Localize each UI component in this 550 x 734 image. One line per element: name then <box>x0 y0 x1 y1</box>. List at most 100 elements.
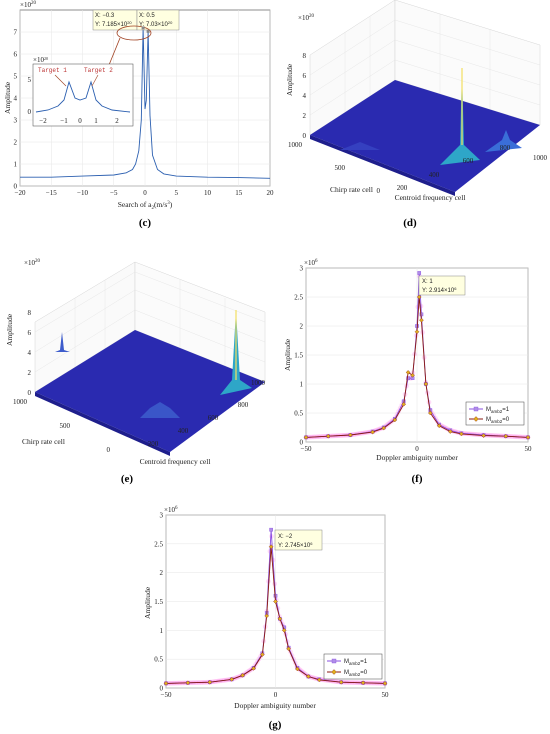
g-point-2 <box>273 599 278 604</box>
f-ytick-label: 1.5 <box>294 352 303 360</box>
panel-label-d: (d) <box>403 217 417 229</box>
c-xtick-label: 0 <box>143 189 147 197</box>
f-point-2 <box>503 433 509 439</box>
f-legend-1: Mamb2=1 <box>486 407 510 414</box>
f-ytick-label: 1 <box>300 381 304 389</box>
d-centroid-tick: 400 <box>429 171 440 179</box>
f-ytick-label: 0 <box>300 439 304 447</box>
g-point-2 <box>295 666 300 672</box>
e-centroid-tick: 400 <box>178 427 189 435</box>
f-point-2 <box>525 435 531 440</box>
g-exponent: ×106 <box>164 506 178 514</box>
e-centroid-tick: 1000 <box>251 379 266 387</box>
c-ytick-label: 1 <box>14 161 18 169</box>
g-point-2 <box>281 628 287 633</box>
d-centroid-label: Centroid frequency cell <box>395 193 466 202</box>
c-xtick-label: 15 <box>235 189 243 197</box>
e-chirp-label: Chirp rate cell <box>22 437 65 446</box>
c-xtick-label: −15 <box>46 189 57 197</box>
c-inset-xtick: 2 <box>115 117 119 125</box>
c-inset-exponent: ×1020 <box>33 56 48 64</box>
c-datatip-1: X: −0.3 Y: 7.185×1020 <box>92 9 138 31</box>
f-xtick-label: 50 <box>525 445 533 453</box>
f-point-2 <box>414 329 420 335</box>
f-exponent: ×106 <box>304 259 318 267</box>
f-point-2 <box>381 425 386 431</box>
g-dt-x: X: −2 <box>278 534 293 540</box>
g-legend-2: Mamb2=0 <box>344 670 368 677</box>
c-inset-frame <box>32 63 134 127</box>
f-point-2 <box>423 381 429 387</box>
c-dt2-x: X: 0.5 <box>139 13 155 19</box>
c-ytick-label: 4 <box>14 95 18 103</box>
f-xtick-label: −50 <box>301 445 312 453</box>
e-chirp-tick: 1000 <box>13 398 28 406</box>
c-xtick-label: 5 <box>175 189 179 197</box>
c-ytick-label: 6 <box>14 51 18 59</box>
e-ztick-label: 6 <box>28 329 32 337</box>
c-series-line <box>20 27 271 179</box>
c-inset-ytick: 5 <box>28 76 32 84</box>
f-point-2 <box>325 433 331 439</box>
g-point-2 <box>306 674 311 679</box>
f-point-2 <box>436 423 442 429</box>
g-legend: Mamb2=1 Mamb2=0 <box>323 653 383 680</box>
e-centroid-tick: 800 <box>238 401 249 409</box>
g-point-2 <box>251 666 256 671</box>
e-centroid-tick: 200 <box>148 440 159 448</box>
g-point-1 <box>269 527 273 532</box>
f-datatip: X: 1 Y: 2.914×106 <box>418 275 466 296</box>
f-point-2 <box>459 431 464 437</box>
e-exponent: ×1020 <box>24 259 40 267</box>
g-point-2 <box>260 652 265 657</box>
f-point-2 <box>401 402 406 407</box>
c-datatip-marker <box>141 26 145 30</box>
f-xtick-label: 0 <box>415 445 419 453</box>
g-point-2 <box>277 616 283 622</box>
d-ztick-label: 0 <box>303 132 307 140</box>
d-centroid-tick: 1000 <box>533 154 548 162</box>
e-zlabel: Amplitude <box>5 313 14 346</box>
c-ytick-label: 2 <box>14 139 18 147</box>
f-dt-x: X: 1 <box>422 279 433 285</box>
g-point-2 <box>317 677 322 683</box>
d-chirp-tick: 1000 <box>288 141 303 149</box>
g-point-2 <box>338 679 344 685</box>
c-datatip-marker <box>146 29 150 33</box>
g-ytick-label: 0 <box>160 685 164 693</box>
d-ztick-label: 6 <box>303 72 307 80</box>
d-chirp-tick: 0 <box>377 187 381 195</box>
c-dt2-y: Y: 7.03×1020 <box>139 20 173 28</box>
e-centroid-tick: 600 <box>208 414 219 422</box>
c-inset-xtick: −2 <box>39 117 47 125</box>
d-chirp-tick: 500 <box>335 164 346 172</box>
f-point-2 <box>392 417 398 423</box>
g-ytick-label: 1 <box>160 627 164 635</box>
g-point-2 <box>229 677 234 682</box>
c-inset-target1: Target 1 <box>38 67 67 74</box>
e-chirp-tick: 500 <box>60 422 71 430</box>
e-centroid-label: Centroid frequency cell <box>140 457 211 466</box>
g-point-2 <box>163 681 169 686</box>
c-inset-target2: Target 2 <box>84 67 113 74</box>
c-inset: ×1020 Target 1 Target 2 −2 −1 0 1 2 0 5 <box>28 56 134 127</box>
d-surface <box>310 80 540 192</box>
c-dt1-x: X: −0.3 <box>95 13 115 19</box>
f-ytick-label: 2.5 <box>294 294 303 302</box>
g-point-2 <box>286 646 291 652</box>
f-legend: Mamb2=1 Mamb2=0 <box>465 401 525 426</box>
g-dt-y: Y: 2.745×106 <box>278 541 313 549</box>
g-xlabel: Doppler ambiguity number <box>234 701 316 710</box>
c-dt1-y: Y: 7.185×1020 <box>95 20 132 28</box>
e-surface <box>35 330 265 452</box>
f-series-line-1 <box>305 272 529 438</box>
e-ztick-label: 0 <box>28 389 32 397</box>
d-zlabel: Amplitude <box>285 63 294 96</box>
d-ztick-label: 2 <box>303 112 307 120</box>
f-point-1 <box>406 376 410 381</box>
c-ytick-label: 3 <box>14 117 18 125</box>
e-ztick-label: 4 <box>28 349 32 357</box>
f-point-2 <box>419 317 424 323</box>
g-xtick-label: −50 <box>161 691 172 699</box>
g-ytick-label: 1.5 <box>154 598 163 606</box>
